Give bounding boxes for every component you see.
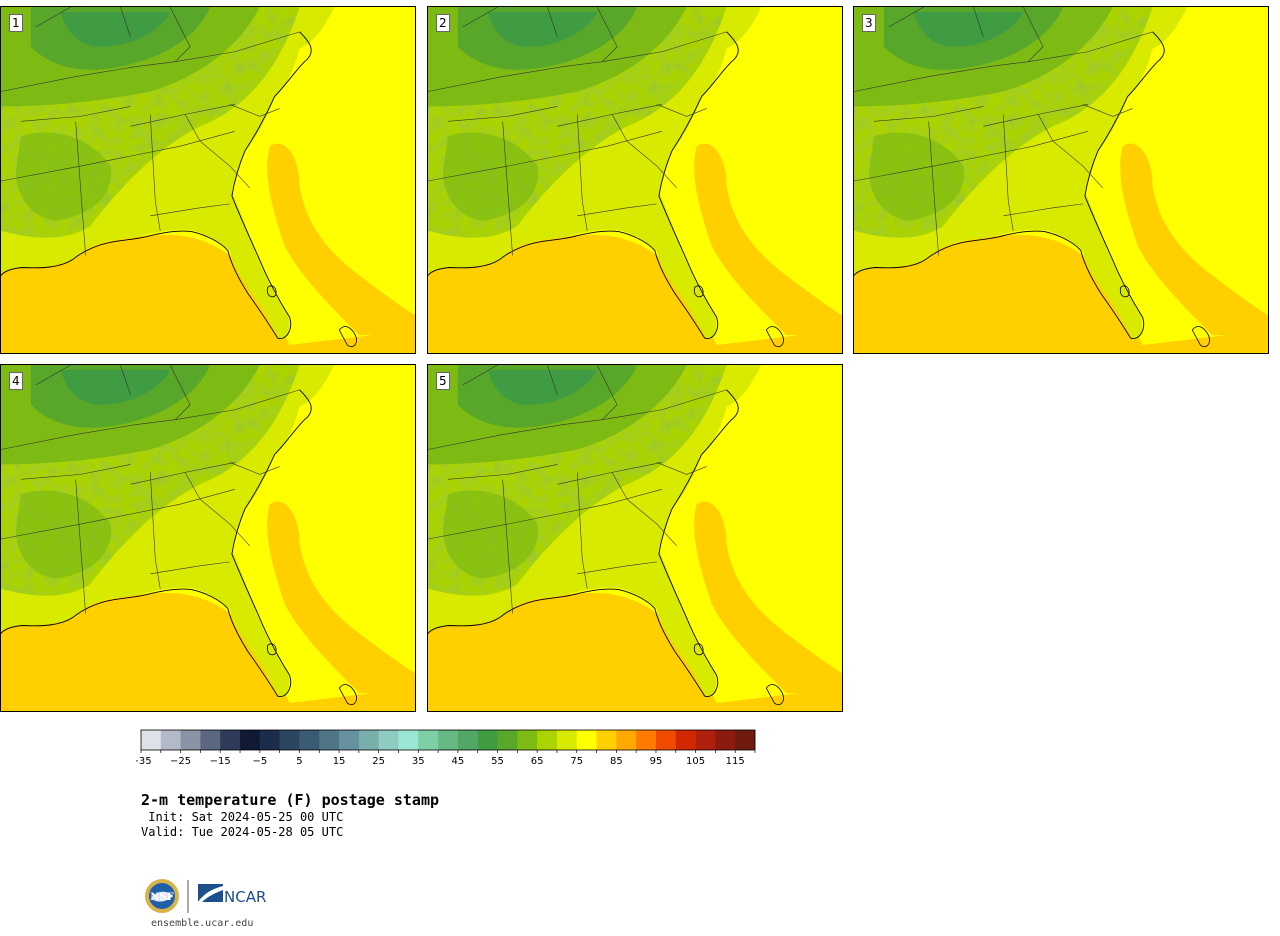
colorbar-swatch bbox=[715, 730, 736, 750]
colorbar-tick-label: 95 bbox=[650, 756, 663, 767]
colorbar-swatch bbox=[477, 730, 498, 750]
colorbar-swatch bbox=[517, 730, 538, 750]
valid-time: Valid: Tue 2024-05-28 05 UTC bbox=[141, 825, 344, 839]
title-block: 2-m temperature (F) postage stamp Init: … bbox=[141, 791, 439, 840]
colorbar-swatch bbox=[616, 730, 637, 750]
init-time: Init: Sat 2024-05-25 00 UTC bbox=[141, 810, 344, 824]
panel-label: 1 bbox=[9, 14, 23, 32]
temperature-map bbox=[1, 7, 415, 353]
colorbar-swatch bbox=[180, 730, 201, 750]
colorbar-tick-label: 85 bbox=[610, 756, 623, 767]
colorbar-swatch bbox=[339, 730, 360, 750]
colorbar-swatch bbox=[220, 730, 241, 750]
colorbar-tick-label: 5 bbox=[296, 756, 302, 767]
colorbar-tick-label: −35 bbox=[136, 756, 152, 767]
colorbar-tick-label: 115 bbox=[726, 756, 745, 767]
colorbar-tick-label: 105 bbox=[686, 756, 705, 767]
colorbar-swatch bbox=[200, 730, 221, 750]
ncar-logo: NCAR bbox=[198, 884, 266, 906]
colorbar: −35 −25 −15 −5 5 15 25 35 45 55 65 75 85 95 105 115 bbox=[136, 729, 756, 767]
colorbar-swatch bbox=[457, 730, 479, 750]
colorbar-tick-label: 55 bbox=[491, 756, 504, 767]
temperature-map bbox=[428, 7, 842, 353]
colorbar-swatch bbox=[576, 730, 597, 750]
colorbar-swatch bbox=[655, 730, 677, 750]
colorbar-tick-label: 65 bbox=[531, 756, 544, 767]
colorbar-swatch bbox=[279, 730, 300, 750]
colorbar-tick-label: 75 bbox=[570, 756, 583, 767]
colorbar-tick-label: −15 bbox=[210, 756, 231, 767]
colorbar-swatch bbox=[319, 730, 340, 750]
colorbar-swatch bbox=[636, 730, 657, 750]
colorbar-swatch bbox=[735, 730, 756, 750]
colorbar-swatch bbox=[259, 730, 280, 750]
temperature-map bbox=[428, 365, 842, 711]
panel-label: 5 bbox=[436, 372, 450, 390]
map-panel: 2 bbox=[427, 6, 843, 354]
colorbar-tick-label: 45 bbox=[452, 756, 465, 767]
colorbar-swatch bbox=[438, 730, 459, 750]
nsf-logo: NSF bbox=[145, 879, 179, 913]
panel-label: 2 bbox=[436, 14, 450, 32]
colorbar-swatch bbox=[299, 730, 320, 750]
map-panel: 1 bbox=[0, 6, 416, 354]
colorbar-tick-label: 35 bbox=[412, 756, 425, 767]
colorbar-swatch bbox=[556, 730, 578, 750]
colorbar-swatch bbox=[695, 730, 716, 750]
map-panel: 5 bbox=[427, 364, 843, 712]
colorbar-swatch bbox=[497, 730, 518, 750]
colorbar-swatch bbox=[141, 730, 162, 750]
map-panel: 3 bbox=[853, 6, 1269, 354]
colorbar-tick-label: −25 bbox=[170, 756, 191, 767]
colorbar-swatch bbox=[418, 730, 439, 750]
colorbar-swatch bbox=[398, 730, 419, 750]
map-panel: 4 bbox=[0, 364, 416, 712]
colorbar-tick-label: 15 bbox=[333, 756, 346, 767]
panel-label: 4 bbox=[9, 372, 23, 390]
colorbar-swatch bbox=[358, 730, 379, 750]
svg-text:NCAR: NCAR bbox=[224, 888, 266, 906]
colorbar-swatch bbox=[596, 730, 617, 750]
colorbar-swatch bbox=[378, 730, 399, 750]
temperature-map bbox=[1, 365, 415, 711]
colorbar-swatch bbox=[160, 730, 181, 750]
site-url: ensemble.ucar.edu bbox=[151, 918, 254, 929]
colorbar-frame bbox=[140, 729, 756, 751]
colorbar-tick-label: −5 bbox=[252, 756, 267, 767]
colorbar-swatch bbox=[240, 730, 261, 750]
temperature-map bbox=[854, 7, 1268, 353]
svg-text:NSF: NSF bbox=[150, 892, 173, 903]
chart-title: 2-m temperature (F) postage stamp bbox=[141, 791, 440, 809]
colorbar-swatch bbox=[675, 730, 696, 750]
colorbar-swatch bbox=[537, 730, 558, 750]
colorbar-tick-label: 25 bbox=[372, 756, 385, 767]
panel-label: 3 bbox=[862, 14, 876, 32]
logos: NSF NCAR bbox=[145, 879, 266, 913]
